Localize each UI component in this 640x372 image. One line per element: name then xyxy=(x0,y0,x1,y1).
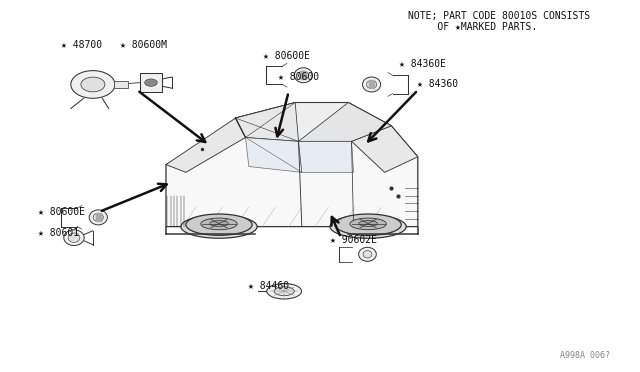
Text: ★ 80601: ★ 80601 xyxy=(38,228,79,238)
Ellipse shape xyxy=(298,71,308,79)
Text: A998A 006?: A998A 006? xyxy=(560,351,610,360)
Ellipse shape xyxy=(68,233,80,243)
Ellipse shape xyxy=(201,218,237,230)
Ellipse shape xyxy=(93,213,104,222)
Ellipse shape xyxy=(330,215,406,238)
Ellipse shape xyxy=(367,80,377,89)
Ellipse shape xyxy=(210,221,228,227)
Polygon shape xyxy=(301,71,306,79)
Ellipse shape xyxy=(81,77,105,92)
Ellipse shape xyxy=(64,230,84,246)
Bar xyxy=(140,73,163,92)
Ellipse shape xyxy=(362,77,381,92)
Text: ★ 84360E: ★ 84360E xyxy=(399,59,446,68)
Text: NOTE; PART CODE 80010S CONSISTS
     OF ★MARKED PARTS.: NOTE; PART CODE 80010S CONSISTS OF ★MARK… xyxy=(408,11,591,32)
Polygon shape xyxy=(351,126,418,172)
Text: ★ 48700: ★ 48700 xyxy=(61,40,102,50)
Polygon shape xyxy=(298,103,391,141)
Circle shape xyxy=(145,79,157,86)
Ellipse shape xyxy=(358,247,376,261)
Ellipse shape xyxy=(274,287,294,296)
Ellipse shape xyxy=(350,218,387,230)
Ellipse shape xyxy=(335,214,401,235)
Polygon shape xyxy=(246,137,302,172)
Text: ★ 80600M: ★ 80600M xyxy=(120,40,167,50)
Polygon shape xyxy=(96,214,100,221)
Ellipse shape xyxy=(294,68,312,83)
Polygon shape xyxy=(166,118,246,172)
Text: ★ 80600E: ★ 80600E xyxy=(263,51,310,61)
Ellipse shape xyxy=(186,214,252,235)
Ellipse shape xyxy=(181,215,257,238)
Ellipse shape xyxy=(267,283,301,299)
Text: ★ 84360: ★ 84360 xyxy=(417,79,458,89)
Ellipse shape xyxy=(363,251,372,258)
Polygon shape xyxy=(236,103,391,141)
Ellipse shape xyxy=(359,221,378,227)
Bar xyxy=(114,81,127,88)
Text: ★ 90602E: ★ 90602E xyxy=(330,235,376,245)
Polygon shape xyxy=(369,80,374,89)
Text: ★ 80600: ★ 80600 xyxy=(278,71,319,81)
Polygon shape xyxy=(298,141,353,172)
Ellipse shape xyxy=(71,71,115,98)
Polygon shape xyxy=(236,103,298,141)
Polygon shape xyxy=(166,103,418,227)
Text: ★ 80600E: ★ 80600E xyxy=(38,208,85,217)
Ellipse shape xyxy=(89,210,108,225)
Text: ★ 84460: ★ 84460 xyxy=(248,281,289,291)
